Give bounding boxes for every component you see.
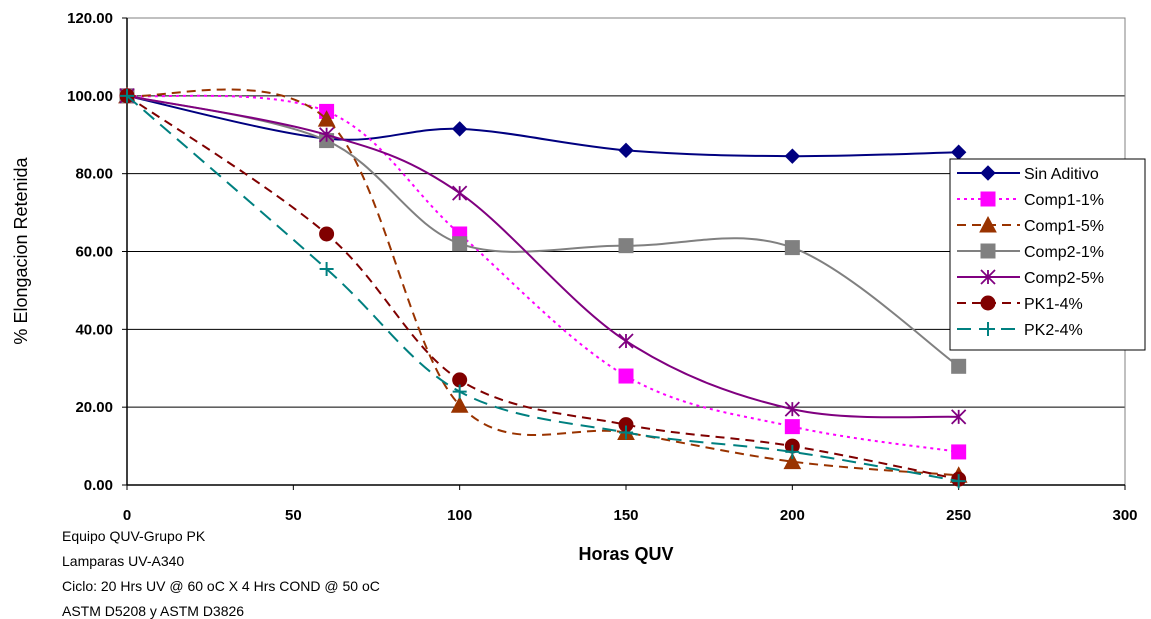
data-point [784,148,801,164]
series-pk1-4- [119,88,967,487]
series-line [126,94,959,158]
data-point [951,358,967,374]
x-tick-label: 150 [613,507,638,524]
legend-marker [980,243,996,259]
data-point [951,444,967,460]
data-point [120,88,134,103]
legend-item: Comp2-1% [957,243,1104,261]
y-tick-label: 100.00 [67,88,113,105]
data-point [450,396,469,413]
y-tick-label: 40.00 [75,321,113,338]
series-comp2-1- [119,88,967,374]
y-tick-label: 20.00 [75,399,113,416]
legend-label: Sin Aditivo [1024,166,1099,183]
data-point [784,419,800,435]
series-comp2-5- [119,88,967,425]
note-line: Equipo QUV-Grupo PK [62,528,206,544]
legend: Sin Aditivo Comp1-1% Comp1-5% Comp2-1% Comp2… [949,158,1146,351]
data-point [452,384,467,399]
y-axis-title: % Elongacion Retenida [11,156,31,344]
legend-marker [979,215,997,233]
y-tick-label: 0.00 [84,477,113,494]
data-point [619,425,633,440]
data-point [318,127,335,143]
legend-items: Sin Aditivo Comp1-1% Comp1-5% Comp2-1% Comp2… [957,165,1104,339]
legend-label: Comp2-1% [1024,244,1104,261]
data-point [951,409,967,425]
data-point [784,240,800,256]
series-line [126,94,960,368]
data-point [784,401,800,417]
legend-label: Comp1-1% [1024,192,1104,209]
note-line: Lamparas UV-A340 [62,553,184,569]
series-pk2-4- [120,88,966,489]
x-tick-label: 200 [780,507,805,524]
legend-marker [980,165,996,181]
data-point [618,238,634,254]
note-line: ASTM D5208 y ASTM D3826 [62,603,244,619]
data-point [317,110,336,127]
notes: Equipo QUV-Grupo PK Lamparas UV-A340 Cic… [62,528,380,619]
data-point [452,185,468,201]
data-point [783,452,802,470]
legend-label: PK1-4% [1024,296,1083,313]
series-line [126,94,959,419]
legend-marker [981,322,995,336]
legend-marker [980,269,996,285]
legend-item: Comp2-5% [957,269,1104,287]
legend-label: PK2-4% [1024,322,1083,339]
y-tick-label: 120.00 [67,10,113,27]
legend-item: Comp1-5% [957,215,1104,235]
legend-label: Comp2-5% [1024,270,1104,287]
x-tick-label: 0 [123,507,131,524]
y-tick-label: 60.00 [75,244,113,261]
data-point [452,236,468,252]
series-layer [118,86,968,489]
data-point [451,121,468,137]
series-line [126,95,959,481]
legend-marker [980,191,996,207]
data-point [951,474,966,489]
y-tick-label: 80.00 [75,166,113,183]
legend-item: PK1-4% [957,295,1083,313]
legend-item: PK2-4% [957,322,1083,339]
legend-label: Comp1-5% [1024,218,1104,235]
legend-item: Comp1-1% [957,191,1104,209]
legend-marker [980,295,996,311]
data-point [618,333,634,349]
data-point [319,226,335,242]
x-tick-label: 100 [447,507,472,524]
note-line: Ciclo: 20 Hrs UV @ 60 oC X 4 Hrs COND @ … [62,578,380,594]
data-point [618,368,634,384]
x-tick-label: 50 [285,507,302,524]
data-point [785,444,800,459]
x-tick-label: 300 [1112,507,1137,524]
legend-item: Sin Aditivo [957,165,1099,183]
data-point [618,142,634,159]
data-point [319,262,334,277]
x-axis-title: Horas QUV [578,544,673,564]
x-tick-label: 250 [946,507,971,524]
